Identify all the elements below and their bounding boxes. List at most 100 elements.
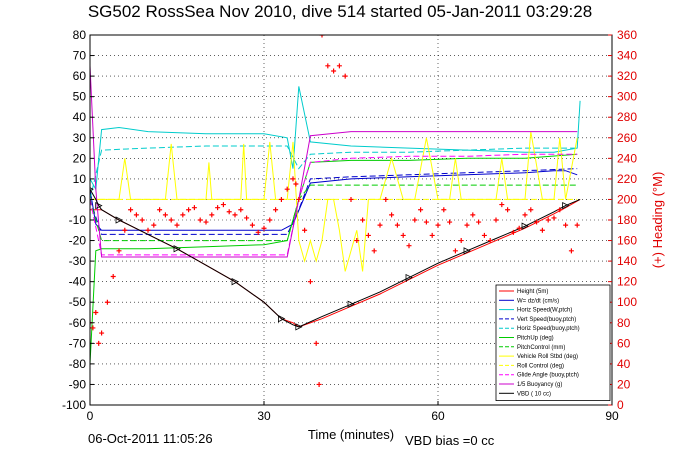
y2-tick-label: 360 [617, 28, 637, 42]
series-point-heading [522, 212, 528, 218]
series-point-heading [464, 222, 470, 228]
x-tick-label: 30 [257, 409, 271, 423]
series-point-heading [458, 238, 464, 244]
series-point-heading [244, 215, 250, 221]
series-point-heading [563, 222, 569, 228]
y2-tick-label: 180 [617, 213, 637, 227]
series-point-heading [316, 381, 322, 387]
series-point-heading [365, 232, 371, 238]
series-point-heading [186, 207, 192, 213]
x-tick-label: 0 [87, 409, 94, 423]
y-tick-label: 10 [73, 172, 87, 186]
series-point-heading [539, 227, 545, 233]
y-tick-label: 30 [73, 131, 87, 145]
series-point-heading [423, 219, 429, 225]
y2-tick-label: 240 [617, 151, 637, 165]
series-point-heading [493, 217, 499, 223]
series-point-heading [470, 212, 476, 218]
chart-title: SG502 RossSea Nov 2010, dive 514 started… [88, 2, 592, 21]
y-tick-label: -30 [69, 254, 87, 268]
series-point-heading [499, 202, 505, 208]
y-tick-label: 60 [73, 69, 87, 83]
series-point-heading [255, 229, 261, 235]
y-tick-label: 50 [73, 90, 87, 104]
series-point-heading [429, 232, 435, 238]
series-point-heading [441, 207, 447, 213]
y2-tick-label: 160 [617, 234, 637, 248]
footer-vbd-bias: VBD bias =0 cc [405, 433, 495, 448]
series-point-heading [377, 222, 383, 228]
series-point-heading [447, 219, 453, 225]
series-point-heading [168, 217, 174, 223]
y-tick-label: -70 [69, 336, 87, 350]
series-point-heading [90, 325, 96, 331]
series-point-heading [99, 330, 105, 336]
series-point-heading [145, 227, 151, 233]
series-point-heading [313, 340, 319, 346]
series-point-vbd-10-cc [173, 245, 181, 253]
legend-entry: VBD ( 10 cc) [517, 391, 551, 397]
series-line-pitchup-deg [90, 153, 578, 364]
footer-timestamp: 06-Oct-2011 11:05:26 [88, 431, 213, 446]
series-point-heading [319, 35, 325, 38]
series-point-heading [267, 217, 273, 223]
series-line-1-5-buoyancy-g [90, 65, 578, 258]
legend: Height (5m) W= dz/dt (cm/s) Horiz Speed(W,… [495, 284, 611, 401]
y-tick-label: 40 [73, 110, 87, 124]
y2-tick-label: 0 [617, 398, 624, 412]
series-point-heading [215, 205, 221, 211]
series-point-heading [510, 229, 516, 235]
series-point-heading [249, 222, 255, 228]
y2-tick-label: 80 [617, 316, 631, 330]
y-tick-label: -20 [69, 234, 87, 248]
series-point-heading [325, 63, 331, 69]
y2-tick-label: 60 [617, 336, 631, 350]
legend-entry: PitchUp (deg) [517, 336, 554, 342]
series-point-heading [96, 340, 102, 346]
y2-tick-label: 120 [617, 275, 637, 289]
series-point-vbd-10-cc [95, 201, 103, 210]
series-point-vbd-10-cc [115, 216, 123, 224]
series-point-heading [122, 227, 128, 233]
y2-tick-label: 140 [617, 254, 637, 268]
y-tick-label: 20 [73, 151, 87, 165]
y2-tick-label: 340 [617, 49, 637, 63]
y2-tick-label: 260 [617, 131, 637, 145]
y-tick-label: -60 [69, 316, 87, 330]
series-point-heading [197, 217, 203, 223]
series-point-heading [162, 212, 168, 218]
series-point-heading [452, 248, 458, 254]
right-y-axis: 3603403203002802602402202001801601401201… [608, 28, 637, 412]
series-point-heading [293, 181, 299, 187]
legend-entry: Height (5m) [517, 289, 548, 295]
series-point-heading [342, 73, 348, 79]
series-point-heading [389, 212, 395, 218]
y-tick-label: -100 [62, 398, 86, 412]
series-point-heading [331, 68, 337, 74]
series-point-heading [151, 222, 157, 228]
series-point-heading [383, 196, 389, 202]
y-tick-label: -80 [69, 357, 87, 371]
series-point-heading [261, 225, 267, 231]
x-axis: 0 30 60 90 [87, 401, 619, 423]
series-point-heading [371, 248, 377, 254]
legend-entry: Glide Angle (buoy,ptch) [517, 373, 579, 379]
legend-entry: Vert Speed(buoy,ptch) [517, 317, 576, 323]
series-point-heading [220, 202, 226, 208]
series-point-vbd-10-cc [521, 222, 529, 230]
series-point-heading [505, 207, 511, 213]
y-tick-label: -90 [69, 377, 87, 391]
series-point-heading [568, 248, 574, 254]
series-point-heading [180, 212, 186, 218]
series-line-horiz-speed-w-ptch [90, 86, 581, 191]
legend-entry: W= dz/dt (cm/s) [517, 298, 559, 304]
y2-tick-label: 220 [617, 172, 637, 186]
series-point-heading [157, 207, 163, 213]
y-tick-label: -40 [69, 275, 87, 289]
series-point-heading [307, 279, 313, 285]
y2-tick-label: 100 [617, 295, 637, 309]
series-point-heading [348, 196, 354, 202]
series-point-vbd-10-cc [347, 300, 355, 308]
series-point-heading [418, 207, 424, 213]
